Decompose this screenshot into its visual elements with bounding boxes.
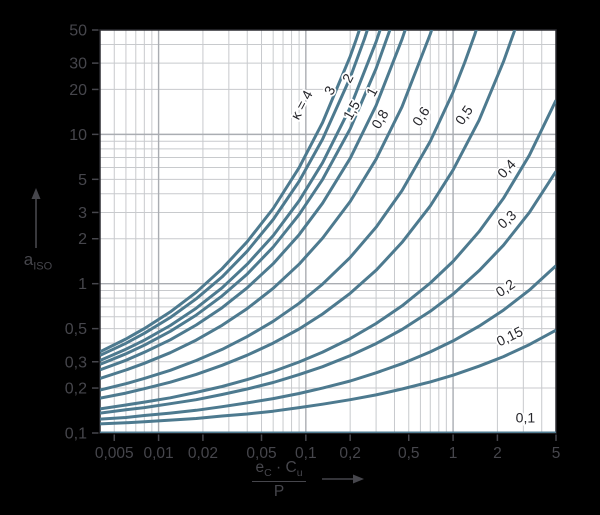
x-axis-title-numerator: eC · Cu — [252, 458, 306, 483]
curve-kappa-0-15 — [100, 328, 556, 426]
y-tick-label: 1 — [78, 276, 87, 293]
x-tick-labels: 0,005 0,01 0,02 0,05 0,1 0,2 0,5 1 2 5 — [95, 445, 560, 462]
x-tick-label: 0,05 — [246, 445, 276, 462]
x-tick-label: 5 — [552, 445, 561, 462]
y-tick-label: 3 — [78, 205, 87, 222]
grid-major — [100, 30, 556, 433]
x-tick-label: 0,01 — [144, 445, 174, 462]
x-tick-label: 2 — [493, 445, 502, 462]
tick-marks — [92, 29, 557, 441]
curve-kappa-3 — [100, 30, 369, 357]
y-tick-label: 20 — [69, 82, 87, 99]
curve-kappa-1 — [100, 30, 407, 372]
curve-kappa-1-5 — [100, 30, 392, 366]
curve-kappa-4 — [100, 30, 361, 354]
curve-label-kappa-0-1: 0,1 — [516, 409, 536, 425]
x-tick-label: 0,005 — [95, 445, 134, 462]
x-tick-label: 1 — [449, 445, 458, 462]
x-tick-label: 0,02 — [188, 445, 218, 462]
curve-kappa-0-2 — [100, 264, 556, 421]
x-tick-label: 0,1 — [295, 445, 317, 462]
y-tick-label: 2 — [78, 231, 87, 248]
x-tick-label: 0,2 — [339, 445, 361, 462]
y-tick-labels: 50 30 20 10 5 3 2 1 0,5 0,3 0,2 0,1 — [65, 23, 87, 443]
y-tick-label: 0,1 — [65, 426, 87, 443]
y-tick-label: 5 — [78, 172, 87, 189]
curve-kappa-0-6 — [100, 30, 478, 392]
x-axis-title-denominator: P — [273, 483, 285, 501]
x-tick-label: 0,5 — [398, 445, 420, 462]
y-tick-label: 30 — [69, 56, 87, 73]
y-axis-arrow-up-icon — [31, 188, 41, 248]
curve-kappa-0-8 — [100, 30, 434, 380]
curve-kappa-0-3 — [100, 170, 556, 415]
y-tick-label: 0,5 — [65, 321, 87, 338]
curve-kappa-0-5 — [100, 30, 517, 400]
y-axis-title-base: a — [23, 250, 34, 269]
y-axis-title: aISO — [16, 250, 60, 272]
x-axis-arrow-right-icon — [322, 474, 364, 484]
curve-kappa-2 — [100, 30, 382, 362]
y-tick-label: 10 — [69, 127, 87, 144]
y-tick-label: 50 — [69, 23, 87, 40]
curve-kappa-0-4 — [100, 99, 556, 411]
curves — [100, 30, 556, 433]
grid-minor — [100, 29, 557, 433]
y-tick-label: 0,3 — [65, 354, 87, 371]
y-axis-title-sub: ISO — [33, 260, 53, 273]
y-tick-label: 0,2 — [65, 381, 87, 398]
x-axis-title: eC · Cu P — [250, 458, 308, 502]
